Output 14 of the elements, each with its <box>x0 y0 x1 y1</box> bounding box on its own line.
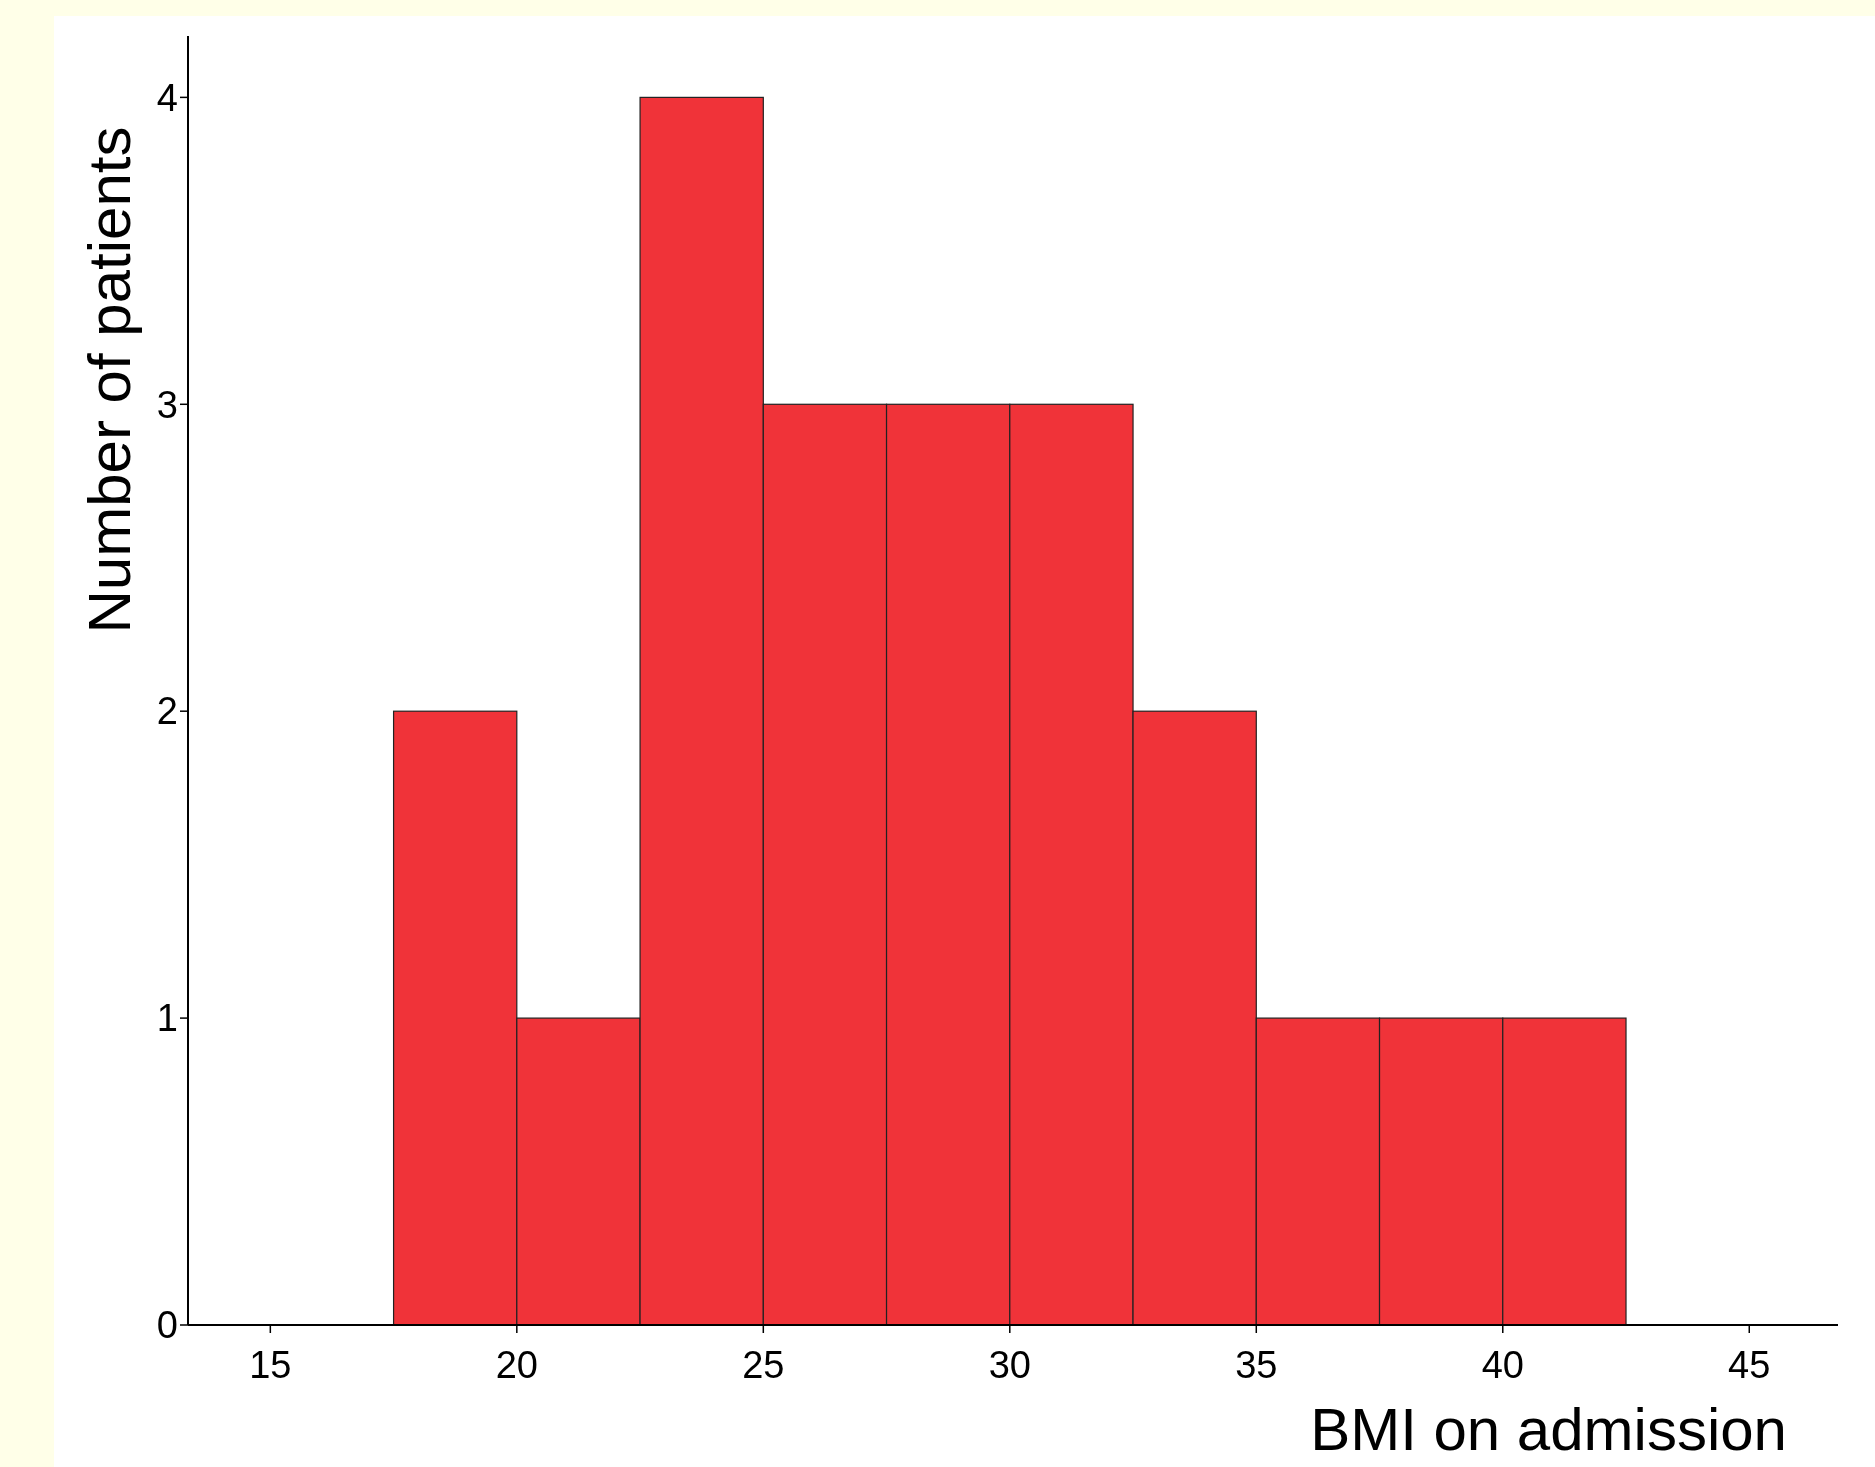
y-tick-label: 1 <box>156 997 178 1040</box>
y-tick-label: 3 <box>156 383 178 426</box>
y-tick-label: 2 <box>156 690 178 733</box>
x-tick-label: 30 <box>988 1344 1031 1386</box>
x-tick-label: 35 <box>1235 1344 1278 1386</box>
x-tick-label: 15 <box>249 1344 292 1386</box>
y-tick-label: 0 <box>156 1304 178 1347</box>
y-axis-title: Number of patients <box>76 126 143 634</box>
x-tick-label: 20 <box>495 1344 538 1386</box>
x-tick-label: 40 <box>1481 1344 1524 1386</box>
y-tick-label: 4 <box>156 76 178 119</box>
x-tick-label: 45 <box>1728 1344 1771 1386</box>
x-axis-title: BMI on admission <box>1310 1396 1787 1463</box>
x-tick-label: 25 <box>742 1344 785 1386</box>
